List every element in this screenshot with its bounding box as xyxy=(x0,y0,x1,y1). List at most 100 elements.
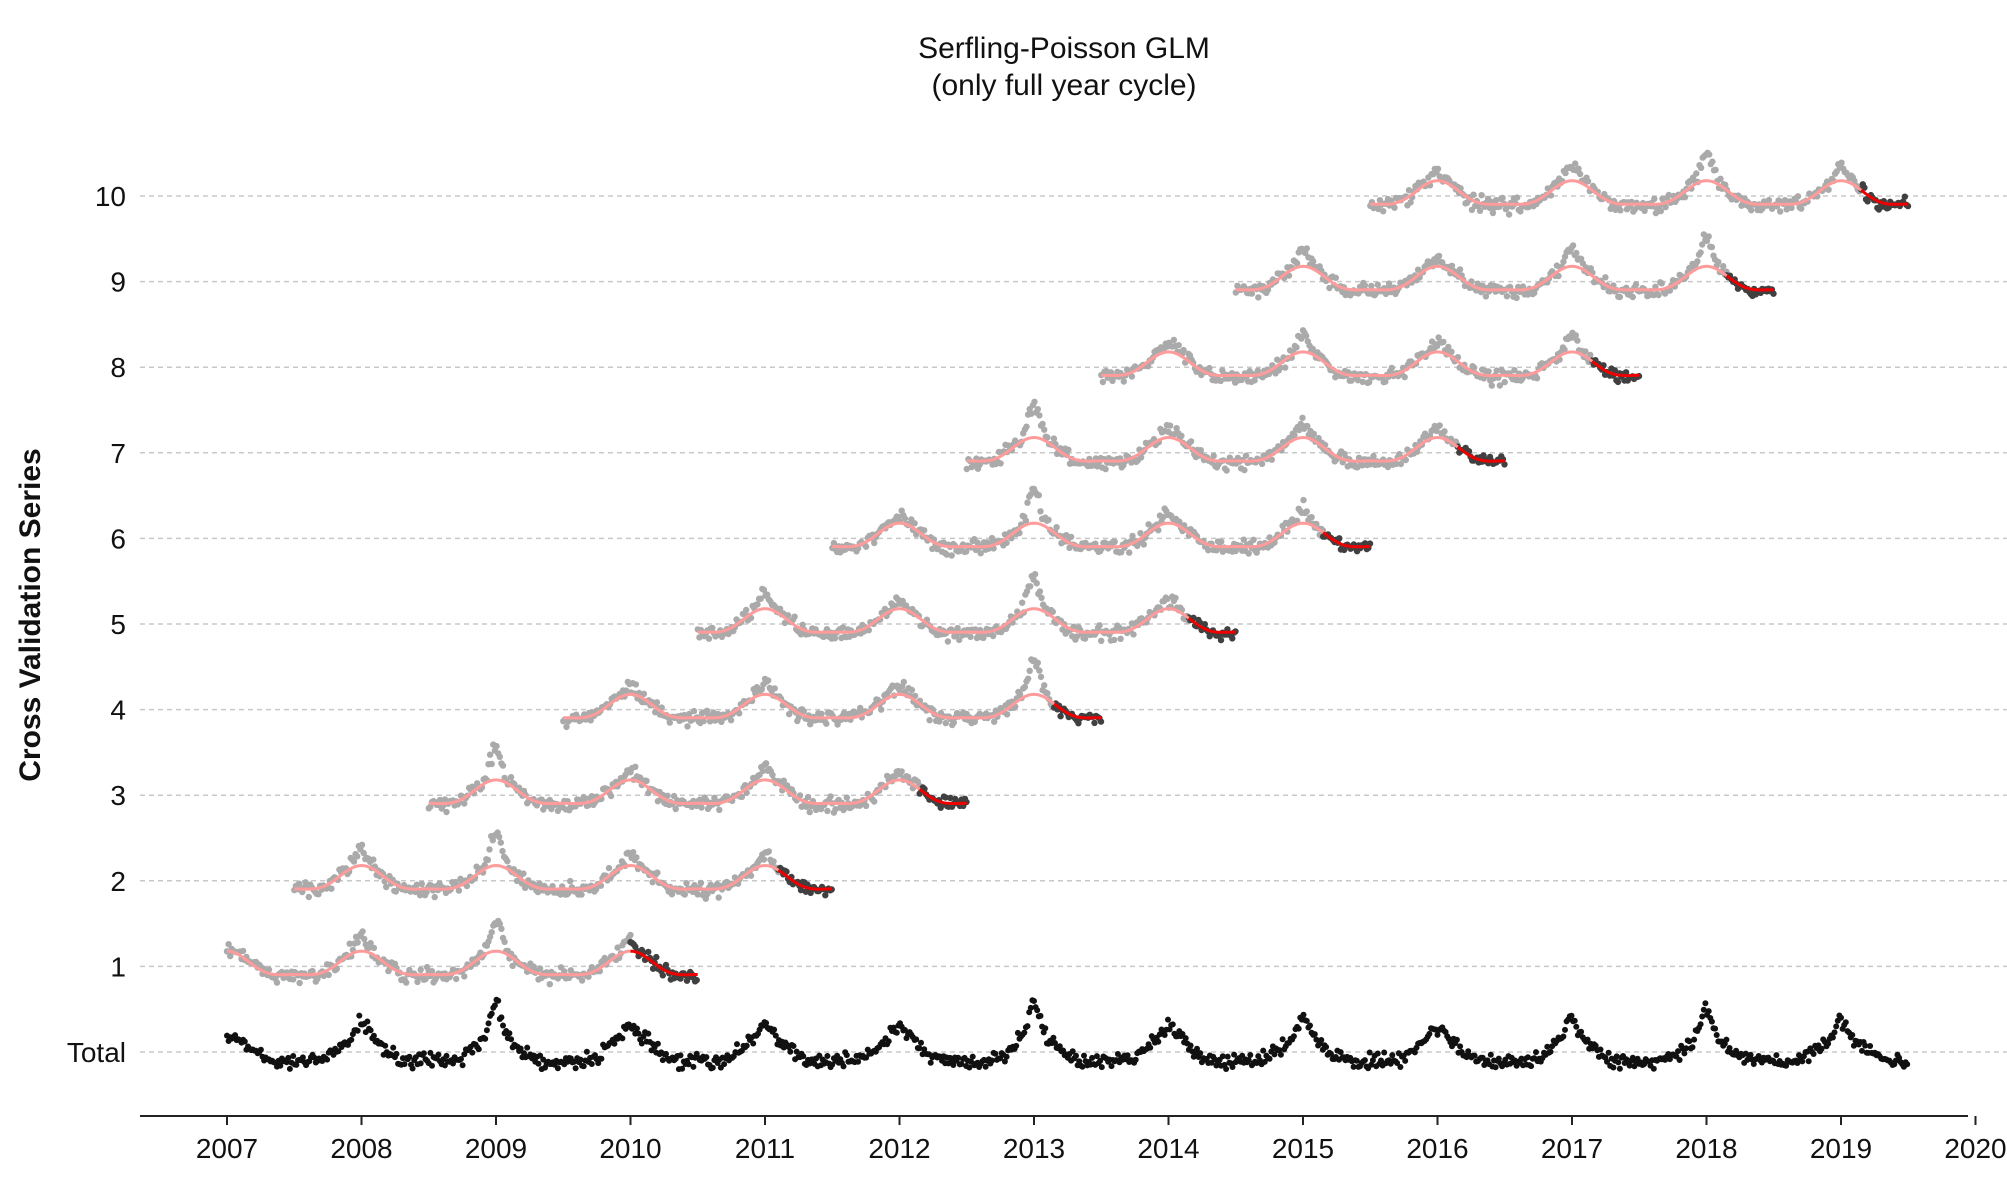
training-point xyxy=(765,677,772,684)
training-point xyxy=(1128,373,1136,380)
training-point xyxy=(1366,379,1373,386)
total-point xyxy=(348,1036,355,1043)
total-point xyxy=(1650,1065,1657,1072)
training-point xyxy=(630,849,637,856)
training-point xyxy=(1245,550,1252,557)
training-point xyxy=(1031,398,1038,405)
training-point xyxy=(929,545,936,553)
total-point xyxy=(1862,1042,1869,1049)
training-point xyxy=(1120,378,1128,385)
total-point xyxy=(1723,1036,1730,1043)
training-point xyxy=(1348,377,1355,384)
total-point xyxy=(916,1045,923,1052)
training-point xyxy=(614,944,621,951)
test-point xyxy=(659,972,666,979)
training-point xyxy=(1274,356,1281,363)
y-tick-label: 3 xyxy=(110,780,126,811)
training-point xyxy=(416,892,424,899)
training-point xyxy=(942,719,949,727)
training-point xyxy=(509,962,516,969)
total-point xyxy=(1675,1048,1681,1055)
training-point xyxy=(1388,364,1396,372)
training-point xyxy=(1434,165,1442,172)
training-point xyxy=(1065,446,1072,453)
training-point xyxy=(764,591,771,598)
total-point xyxy=(816,1052,823,1059)
training-point xyxy=(1401,373,1408,381)
training-point xyxy=(1825,186,1832,193)
test-point xyxy=(1336,535,1343,542)
training-point xyxy=(1659,195,1666,202)
x-tick-label: 2014 xyxy=(1137,1133,1199,1164)
training-point xyxy=(1037,508,1044,515)
total-point xyxy=(324,1056,331,1063)
training-point xyxy=(759,767,766,775)
training-point xyxy=(781,619,789,627)
training-point xyxy=(1172,594,1179,602)
total-point xyxy=(1369,1057,1376,1064)
total-point xyxy=(1859,1047,1865,1054)
training-point xyxy=(1370,452,1377,460)
training-point xyxy=(370,944,378,952)
total-point xyxy=(955,1054,962,1061)
total-point xyxy=(1350,1063,1357,1070)
training-point xyxy=(1382,290,1390,298)
total-point xyxy=(241,1038,248,1045)
total-point xyxy=(1492,1064,1499,1071)
total-point xyxy=(1093,1053,1100,1060)
total-point xyxy=(517,1045,524,1052)
training-point xyxy=(862,543,870,550)
total-point xyxy=(1368,1061,1375,1068)
training-point xyxy=(1255,294,1262,301)
total-point xyxy=(1231,1051,1238,1058)
training-point xyxy=(290,976,297,983)
training-point xyxy=(1575,165,1582,172)
total-point xyxy=(401,1061,408,1068)
training-point xyxy=(653,699,661,706)
forecast-line xyxy=(1187,617,1236,634)
total-point xyxy=(469,1049,476,1056)
training-point xyxy=(582,795,589,802)
training-point xyxy=(1299,414,1306,421)
total-point xyxy=(1681,1050,1688,1057)
training-point xyxy=(1765,196,1773,204)
training-point xyxy=(1197,447,1205,454)
total-point xyxy=(1323,1044,1330,1050)
training-point xyxy=(484,856,492,864)
total-point xyxy=(992,1050,999,1057)
total-point xyxy=(1411,1049,1418,1056)
total-point xyxy=(1568,1012,1575,1019)
training-point xyxy=(1036,412,1043,419)
training-point xyxy=(831,635,839,642)
total-point xyxy=(1465,1048,1472,1055)
total-point xyxy=(677,1052,684,1059)
x-tick-label: 2015 xyxy=(1272,1133,1334,1164)
training-point xyxy=(685,710,693,718)
total-point xyxy=(285,1054,292,1061)
total-point xyxy=(840,1063,847,1070)
training-point xyxy=(1300,496,1307,504)
total-point xyxy=(1027,1004,1034,1011)
total-point xyxy=(1699,1013,1706,1020)
total-point xyxy=(1187,1042,1194,1049)
training-point xyxy=(772,603,779,610)
total-point xyxy=(1378,1057,1384,1064)
total-point xyxy=(1799,1058,1806,1065)
training-point xyxy=(800,708,807,715)
test-point xyxy=(1229,635,1236,642)
total-point xyxy=(611,1040,618,1047)
y-tick-label: 9 xyxy=(110,267,126,298)
training-point xyxy=(536,965,544,972)
training-point xyxy=(943,551,950,558)
total-point xyxy=(1615,1059,1622,1066)
total-point xyxy=(1394,1060,1401,1066)
training-point xyxy=(1063,532,1070,539)
training-point xyxy=(1392,460,1400,468)
training-point xyxy=(325,971,332,979)
forecast-line xyxy=(777,868,833,891)
training-point xyxy=(499,762,507,769)
total-point xyxy=(1434,1031,1441,1038)
total-point xyxy=(1266,1055,1273,1062)
training-point xyxy=(1544,185,1552,192)
test-point xyxy=(1770,290,1777,297)
